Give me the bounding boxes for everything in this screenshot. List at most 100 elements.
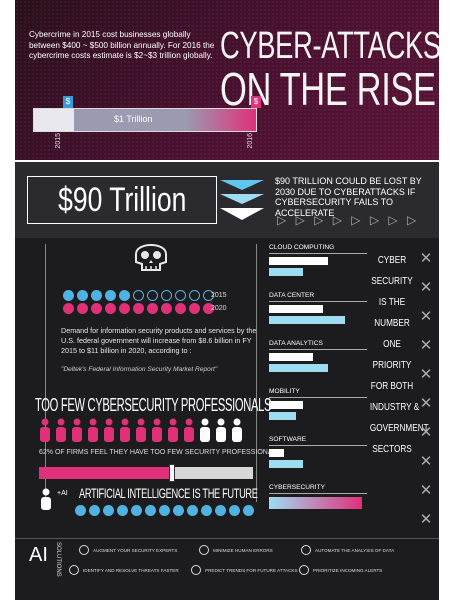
infographic-poster: Cybercrime in 2015 cost businesses globa… [15, 0, 439, 600]
header-section [15, 0, 439, 160]
dot [133, 290, 144, 301]
demand-text: Demand for information security products… [61, 326, 257, 355]
x-mark-icon: ✕ [419, 308, 433, 325]
percent-bar-handle [168, 464, 175, 482]
dot [119, 290, 130, 301]
person-icon [120, 418, 130, 442]
sector-bar [269, 460, 304, 468]
person-icon [40, 418, 50, 442]
benefit-icon [299, 565, 309, 575]
ai-dot [103, 505, 114, 516]
benefit-icon [199, 545, 209, 555]
dot [175, 303, 186, 314]
dot [203, 290, 214, 301]
too-few-heading-text: TOO FEW CYBERSECURITY PROFESSIONALS [35, 395, 272, 415]
dot [63, 303, 74, 314]
intro-text: Cybercrime in 2015 cost businesses globa… [29, 30, 215, 60]
sector-bar [269, 353, 314, 361]
person-icon [88, 418, 98, 442]
year-label-end: 2016 [247, 133, 254, 149]
benefit-icon [69, 565, 79, 575]
down-arrow-icon-2 [220, 194, 264, 204]
ai-dot [187, 505, 198, 516]
dot [147, 303, 158, 314]
dot [77, 303, 88, 314]
benefit-icon [79, 545, 89, 555]
priority-statement: CYBER SECURITY IS THE NUMBER ONE PRIORITY FOR … [365, 250, 429, 460]
person-icon [232, 418, 242, 442]
priority-word: IS THE [378, 297, 406, 308]
dot [63, 290, 74, 301]
sector-bar [269, 268, 304, 276]
ai-dot [215, 505, 226, 516]
ai-heading-text: ARTIFICIAL INTELLIGENCE IS THE FUTURE [79, 485, 258, 501]
person-icon [216, 418, 226, 442]
dot [147, 290, 158, 301]
sector-item: SOFTWARE [269, 436, 367, 468]
sector-name: CYBERSECURITY [269, 484, 367, 494]
percent-text: 62% OF FIRMS FEEL THEY HAVE TOO FEW SECU… [39, 449, 282, 456]
benefit-text: AUGMENT YOUR SECURITY EXPERTS [93, 548, 178, 553]
ai-dot [131, 505, 142, 516]
loss-text: $90 TRILLION COULD BE LOST BY 2030 DUE T… [275, 176, 422, 218]
person-icon [56, 418, 66, 442]
person-icon [200, 418, 210, 442]
priority-word: SECURITY [371, 276, 413, 287]
dot-row-label-2020: 2020 [211, 305, 227, 312]
sector-item: DATA CENTER [269, 292, 367, 324]
dot [91, 290, 102, 301]
x-mark-icon: ✕ [419, 250, 433, 267]
person-icon [72, 418, 82, 442]
priority-word: SECTORS [372, 444, 412, 455]
x-mark-icon: ✕ [419, 511, 433, 528]
ai-heading: ARTIFICIAL INTELLIGENCE IS THE FUTURE [79, 485, 309, 501]
dot-row-label-2015: 2015 [211, 292, 227, 299]
sector-bar [269, 497, 363, 509]
headline-line-2: ON THE RISE [220, 63, 436, 115]
dot-row-2015 [63, 290, 214, 302]
dot [133, 303, 144, 314]
dot [161, 290, 172, 301]
x-mark-icon: ✕ [419, 279, 433, 296]
ai-dot [173, 505, 184, 516]
sector-bar [269, 412, 297, 420]
sector-item: CYBERSECURITY [269, 484, 367, 509]
sector-name: CLOUD COMPUTING [269, 244, 367, 254]
sector-bar [269, 316, 346, 324]
x-marks-column: ✕ ✕ ✕ ✕ ✕ ✕ ✕ ✕ ✕ ✕ [415, 244, 437, 534]
year-label-start: 2015 [55, 133, 62, 149]
benefit-text: PRIORITIZE INCOMING ALERTS [313, 568, 383, 573]
dot [77, 290, 88, 301]
x-mark-icon: ✕ [419, 395, 433, 412]
person-icon-ai [41, 488, 51, 510]
big-money-value: $90 Trillion [57, 181, 187, 219]
dot [175, 290, 186, 301]
ai-dot-row [75, 505, 254, 516]
left-frame-lines [45, 244, 257, 502]
ai-dot [117, 505, 128, 516]
ai-dot [243, 505, 254, 516]
sector-name: SOFTWARE [269, 436, 367, 446]
benefit-text: AUTOMATE THE ANALYSIS OF DATA [315, 548, 395, 553]
dot [161, 303, 172, 314]
sector-panel: CLOUD COMPUTING DATA CENTER DATA ANALYTICS… [269, 238, 435, 538]
x-mark-icon: ✕ [419, 366, 433, 383]
benefit-icon [191, 565, 201, 575]
percent-bar-fill [39, 467, 172, 479]
x-mark-icon: ✕ [419, 482, 433, 499]
dot [105, 290, 116, 301]
priority-word: NUMBER [374, 318, 410, 329]
dot [105, 303, 116, 314]
benefit-text: MINIMIZE HUMAN ERRORS [213, 548, 273, 553]
down-arrow-icon-3 [220, 208, 264, 220]
cost-comparison-bar: $1 Trillion [33, 108, 257, 132]
skull-icon [135, 244, 167, 271]
headline-line-1: CYBER-ATTACKS [220, 25, 439, 67]
dot [119, 303, 130, 314]
sector-item: MOBILITY [269, 388, 367, 420]
ai-dot [145, 505, 156, 516]
person-icon [104, 418, 114, 442]
ai-dot [89, 505, 100, 516]
sector-item: CLOUD COMPUTING [269, 244, 367, 276]
sector-item: DATA ANALYTICS [269, 340, 367, 372]
